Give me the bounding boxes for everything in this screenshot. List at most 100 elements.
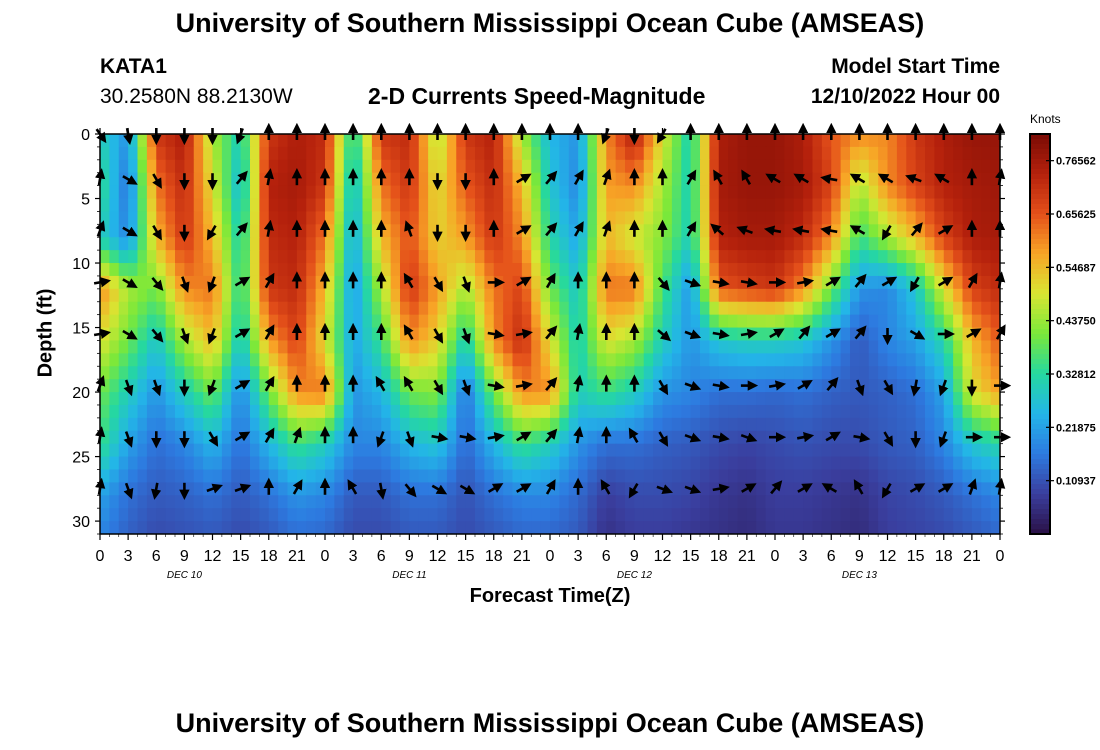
heatmap-cell [184,172,195,187]
heatmap-cell [465,340,476,354]
heatmap-cell [775,301,785,316]
heatmap-cell [446,134,457,148]
colorbar-swatch [1030,384,1050,390]
heatmap-cell [240,521,251,534]
heatmap-cell [278,314,289,329]
heatmap-cell [531,469,542,483]
heatmap-cell [634,159,645,174]
heatmap-cell [418,172,429,187]
colorbar-swatch [1030,164,1050,170]
colorbar-swatch [1030,204,1050,210]
heatmap-cell [878,430,889,445]
heatmap-cell [315,250,326,264]
heatmap-cell [559,288,570,303]
heatmap-cell [662,456,673,471]
heatmap-cell [925,263,935,277]
heatmap-cell [446,314,457,329]
heatmap-cell [925,495,935,509]
heatmap-cell [109,224,120,238]
heatmap-cell [803,301,814,316]
heatmap-cell [240,456,251,471]
heatmap-cell [906,159,917,174]
heatmap-cell [878,185,889,200]
heatmap-cell [550,443,560,458]
heatmap-cell [793,521,804,534]
heatmap-cell [343,314,354,329]
heatmap-cell [662,224,673,238]
heatmap-cell [296,185,307,200]
heatmap-cell [981,211,992,225]
heatmap-cell [971,198,982,213]
current-vector-arrow [938,379,949,397]
heatmap-cell [925,172,935,187]
heatmap-cell [353,224,364,238]
heatmap-cell [681,224,692,238]
heatmap-cell [653,353,664,367]
colorbar: 0.109370.218750.328120.437500.546870.656… [1029,133,1096,535]
heatmap-cell [653,456,664,471]
heatmap-cell [503,508,514,522]
heatmap-cell [981,430,992,445]
heatmap-cell [662,495,673,509]
heatmap-cell [353,198,364,213]
heatmap-cell [184,185,195,200]
current-vector-arrow [207,379,218,397]
heatmap-cell [409,469,420,483]
current-vector-arrow [403,324,414,340]
heatmap-cell [203,366,214,380]
heatmap-cell [128,250,139,264]
heatmap-cell [728,159,739,174]
heatmap-cell [184,456,195,471]
heatmap-cell [409,443,420,458]
heatmap-cell [859,508,870,522]
heatmap-cell [625,301,635,316]
heatmap-cell [446,224,457,238]
heatmap-cell [606,417,617,432]
heatmap-cell [240,250,251,264]
heatmap-cell [446,404,457,419]
heatmap-cell [550,469,560,483]
heatmap-cell [596,417,607,432]
heatmap-cell [428,469,439,483]
heatmap-cell [128,288,139,303]
heatmap-cell [540,185,551,200]
heatmap-cell [812,211,823,225]
heatmap-cell [896,482,907,496]
heatmap-cell [662,185,673,200]
heatmap-cell [259,417,270,432]
heatmap-cell [887,211,898,225]
heatmap-cell [146,250,157,264]
heatmap-cell [212,263,223,277]
heatmap-cell [353,353,364,367]
heatmap-cell [775,495,785,509]
heatmap-cell [362,366,373,380]
heatmap-cell [746,417,757,432]
heatmap-cell [559,392,570,406]
heatmap-cell [681,275,692,290]
heatmap-cell [550,134,560,148]
heatmap-cell [221,159,232,174]
heatmap-cell [765,263,776,277]
colorbar-swatch [1030,439,1050,445]
heatmap-cell [428,237,439,251]
heatmap-cell [990,198,1000,213]
heatmap-cell [475,327,485,342]
heatmap-cell [728,237,739,251]
current-vector-arrow [263,219,275,237]
heatmap-cell [362,404,373,419]
heatmap-cell [868,417,879,432]
heatmap-cell [793,495,804,509]
heatmap-cell [587,224,598,238]
heatmap-cell [128,301,139,316]
heatmap-cell [981,159,992,174]
heatmap-cell [812,366,823,380]
heatmap-cell [728,146,739,161]
heatmap-cell [906,301,917,316]
current-vectors-layer [93,122,1012,500]
heatmap-cell [212,366,223,380]
heatmap-cell [156,134,167,148]
heatmap-cell [212,456,223,471]
heatmap-cell [287,237,298,251]
heatmap-cell [709,301,720,316]
heatmap-cell [578,134,589,148]
